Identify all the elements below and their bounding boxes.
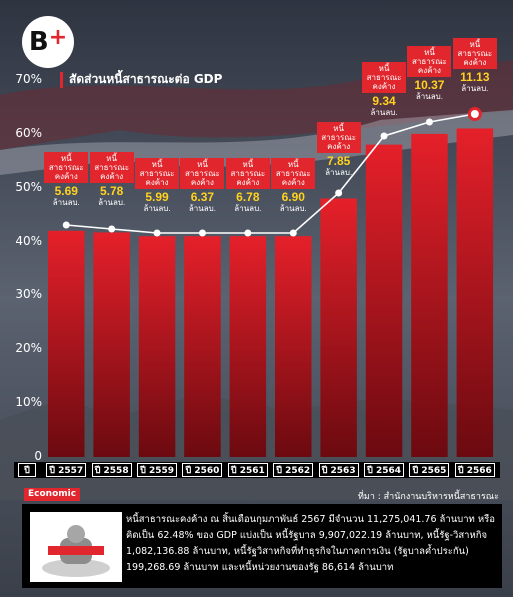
note-text: หนี้สาธารณะคงค้าง ณ สิ้นเดือนกุมภาพันธ์ … (126, 514, 495, 573)
value-unit: ล้านลบ. (143, 204, 171, 213)
title-accent (60, 71, 63, 88)
value-unit: ล้านลบ. (188, 204, 216, 213)
x-tick-label: ปี 2558 (91, 463, 132, 477)
bar-2560 (184, 236, 221, 457)
label-box: หนี้ สาธารณะ คงค้าง (135, 158, 180, 189)
y-tick-label: 40% (15, 233, 42, 248)
line-point-2563 (335, 189, 343, 197)
chart-title: สัดส่วนหนี้สาธารณะต่อ GDP (60, 70, 222, 89)
bar-2558 (93, 232, 130, 457)
value-label-2560: หนี้ สาธารณะ คงค้าง 6.37 ล้านลบ. (180, 158, 225, 213)
brand-logo: B + (22, 16, 74, 68)
x-tick-label: ปี 2562 (273, 463, 314, 477)
label-box: หนี้ สาธารณะ คงค้าง (225, 158, 270, 189)
line-point-2558 (108, 225, 116, 233)
bar-2564 (365, 144, 403, 457)
value-number: 5.99 (145, 190, 169, 204)
bar-2559 (138, 236, 176, 457)
label-box: หนี้ สาธารณะ คงค้าง (407, 46, 452, 77)
note-box: หนี้สาธารณะคงค้าง ณ สิ้นเดือนกุมภาพันธ์ … (22, 504, 502, 588)
label-box: หนี้ สาธารณะ คงค้าง (452, 38, 497, 69)
bar-2566 (456, 128, 494, 457)
value-unit: ล้านลบ. (234, 204, 262, 213)
y-tick-label: 10% (15, 395, 42, 410)
value-number: 10.37 (414, 78, 445, 92)
y-tick-label: 60% (15, 125, 42, 140)
value-unit: ล้านลบ. (325, 168, 353, 177)
bar-2565 (411, 133, 448, 457)
value-unit: ล้านลบ. (461, 84, 489, 93)
x-tick-label: ปี 2565 (409, 463, 450, 477)
x-tick-label: ปี 2559 (137, 463, 178, 477)
y-tick-label: 30% (15, 287, 42, 302)
value-unit: ล้านลบ. (370, 108, 398, 117)
line-point-2562 (289, 229, 297, 237)
value-number: 5.78 (99, 184, 124, 198)
y-tick-label: 0 (34, 449, 42, 463)
value-label-2562: หนี้ สาธารณะ คงค้าง 6.90 ล้านลบ. (271, 158, 316, 213)
bar-2563 (320, 198, 357, 457)
label-box: หนี้ สาธารณะ คงค้าง (362, 62, 407, 93)
value-unit: ล้านลบ. (98, 198, 126, 207)
x-axis-bar (14, 462, 500, 478)
value-label-2558: หนี้ สาธารณะ คงค้าง 5.78 ล้านลบ. (89, 152, 134, 207)
category-tag: Economic (24, 488, 81, 501)
line-point-2559 (153, 229, 161, 237)
label-box: หนี้ สาธารณะ คงค้าง (316, 122, 361, 153)
value-number: 6.90 (281, 190, 305, 204)
x-tick-label: ปี 2560 (182, 463, 223, 477)
value-unit: ล้านลบ. (415, 92, 443, 101)
debt-line (66, 113, 475, 234)
value-number: 6.37 (190, 190, 215, 204)
value-label-2561: หนี้ สาธารณะ คงค้าง 6.78 ล้านลบ. (225, 158, 270, 213)
value-number: 7.85 (326, 154, 351, 168)
value-label-2557: หนี้ สาธารณะ คงค้าง 5.69 ล้านลบ. (44, 152, 89, 207)
x-tick-label: ปี 2563 (318, 463, 359, 477)
value-number: 11.13 (460, 70, 490, 84)
y-tick-label: 50% (15, 179, 42, 194)
x-axis-prefix: ปี (18, 463, 36, 477)
label-box: หนี้ สาธารณะ คงค้าง (89, 152, 134, 183)
value-label-2565: หนี้ สาธารณะ คงค้าง 10.37 ล้านลบ. (407, 46, 452, 101)
value-label-2564: หนี้ สาธารณะ คงค้าง 9.34 ล้านลบ. (362, 62, 407, 117)
line-point-2565 (425, 118, 433, 126)
value-label-2563: หนี้ สาธารณะ คงค้าง 7.85 ล้านลบ. (316, 122, 361, 177)
x-tick-label: ปี 2561 (227, 463, 268, 477)
value-unit: ล้านลบ. (52, 198, 80, 207)
value-number: 5.69 (54, 184, 78, 198)
illustration (30, 512, 122, 582)
label-box: หนี้ สาธารณะ คงค้าง (44, 152, 89, 183)
label-box: หนี้ สาธารณะ คงค้าง (271, 158, 316, 189)
bar-2561 (229, 236, 267, 457)
line-point-2560 (198, 229, 206, 237)
value-number: 9.34 (372, 94, 396, 108)
x-tick-label: ปี 2557 (46, 463, 87, 477)
bar-2562 (275, 236, 312, 457)
value-label-2559: หนี้ สาธารณะ คงค้าง 5.99 ล้านลบ. (135, 158, 180, 213)
line-point-2561 (244, 229, 252, 237)
x-tick-label: ปี 2566 (454, 463, 495, 477)
line-point-2557 (62, 221, 70, 229)
value-unit: ล้านลบ. (279, 204, 307, 213)
y-tick-label: 20% (15, 341, 42, 356)
value-number: 6.78 (236, 190, 260, 204)
bar-2557 (48, 230, 85, 457)
x-tick-label: ปี 2564 (364, 463, 405, 477)
line-point-2564 (380, 132, 388, 140)
line-point-2566 (470, 110, 479, 118)
label-box: หนี้ สาธารณะ คงค้าง (180, 158, 225, 189)
source-text: ที่มา : สำนักงานบริหารหนี้สาธารณะ (358, 492, 499, 502)
y-tick-label: 70% (15, 72, 42, 86)
value-label-2566: หนี้ สาธารณะ คงค้าง 11.13 ล้านลบ. (452, 38, 497, 93)
chart-title-text: สัดส่วนหนี้สาธารณะต่อ GDP (69, 72, 223, 86)
